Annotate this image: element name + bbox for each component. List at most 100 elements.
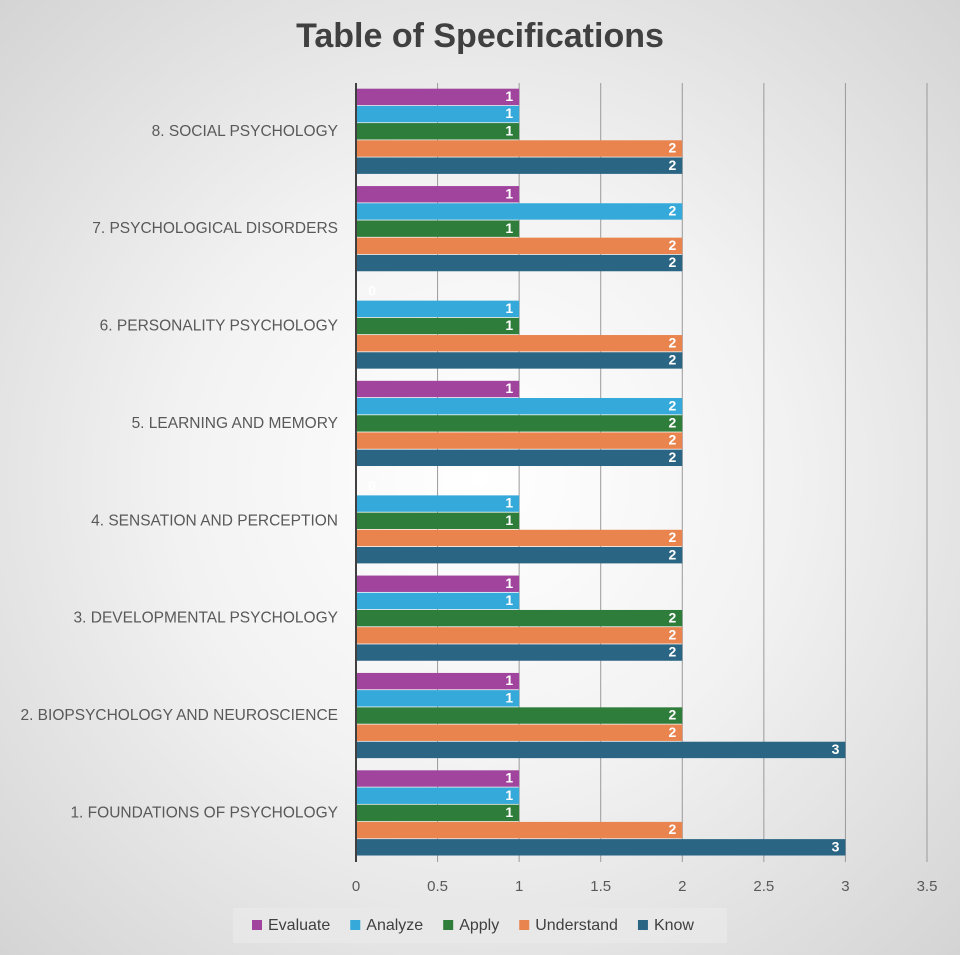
bar <box>356 432 683 449</box>
data-label: 1 <box>505 787 513 803</box>
legend-label: Analyze <box>366 917 423 934</box>
bar <box>356 186 520 203</box>
chart-title: Table of Specifications <box>296 17 664 55</box>
legend-swatch <box>443 920 454 930</box>
bar <box>356 804 520 822</box>
bar <box>356 449 683 467</box>
data-label: 3 <box>832 838 840 854</box>
x-tick-label: 1 <box>515 878 523 895</box>
data-label: 2 <box>668 626 676 642</box>
y-tick-label: 1. FOUNDATIONS OF PSYCHOLOGY <box>70 804 338 821</box>
bar <box>356 529 683 547</box>
data-label: 1 <box>505 185 513 201</box>
bar <box>356 380 520 398</box>
data-label: 2 <box>668 203 676 219</box>
data-label: 1 <box>505 575 513 591</box>
x-tick-label: 3 <box>841 878 849 895</box>
bar <box>356 609 683 627</box>
bar <box>356 203 683 220</box>
data-label: 1 <box>505 512 513 528</box>
data-label: 1 <box>505 105 513 121</box>
x-tick-label: 0.5 <box>427 878 448 895</box>
data-label: 1 <box>505 88 513 104</box>
bar <box>356 254 683 272</box>
legend-swatch <box>252 920 262 930</box>
data-label: 3 <box>832 741 840 757</box>
y-tick-label: 8. SOCIAL PSYCHOLOGY <box>152 123 338 140</box>
bar <box>356 105 520 123</box>
data-label: 2 <box>668 609 676 625</box>
bar <box>356 300 520 318</box>
bar <box>356 724 683 741</box>
x-tick-label: 1.5 <box>590 878 611 895</box>
y-tick-label: 5. LEARNING AND MEMORY <box>132 415 338 432</box>
bar <box>356 787 520 804</box>
data-label: 2 <box>668 707 676 723</box>
y-tick-label: 6. PERSONALITY PSYCHOLOGY <box>100 318 338 335</box>
data-label: 2 <box>668 724 676 740</box>
bar <box>356 546 683 564</box>
bar <box>356 512 520 529</box>
data-label: 2 <box>668 821 676 837</box>
data-label: 1 <box>505 495 513 511</box>
data-label: 2 <box>668 415 676 431</box>
y-tick-label: 7. PSYCHOLOGICAL DISORDERS <box>92 220 338 237</box>
data-label: 1 <box>505 689 513 705</box>
bar <box>356 88 520 106</box>
bar <box>356 495 520 512</box>
data-label: 1 <box>505 300 513 316</box>
data-label: 2 <box>668 529 676 545</box>
data-label: 0 <box>368 283 376 299</box>
data-label: 1 <box>505 592 513 608</box>
data-label: 2 <box>668 644 676 660</box>
data-label: 2 <box>668 157 676 173</box>
legend-swatch <box>350 920 361 930</box>
bar <box>356 821 683 839</box>
y-tick-label: 2. BIOPSYCHOLOGY AND NEUROSCIENCE <box>20 707 338 724</box>
bar <box>356 220 520 237</box>
legend-swatch <box>637 920 648 930</box>
bar <box>356 770 520 787</box>
data-label: 1 <box>505 122 513 138</box>
data-label: 2 <box>668 397 676 413</box>
bar <box>356 672 520 690</box>
legend-label: Apply <box>459 917 499 934</box>
bar <box>356 741 846 759</box>
data-label: 1 <box>505 804 513 820</box>
data-label: 2 <box>668 140 676 156</box>
bar <box>356 237 683 255</box>
data-label: 2 <box>668 449 676 465</box>
bar <box>356 140 683 157</box>
bar <box>356 317 520 335</box>
bar <box>356 575 520 592</box>
bar <box>356 415 683 432</box>
data-label: 1 <box>505 220 513 236</box>
bar <box>356 839 846 856</box>
data-label: 2 <box>668 352 676 368</box>
data-label: 2 <box>668 334 676 350</box>
bar <box>356 398 683 415</box>
bar <box>356 123 520 140</box>
y-tick-label: 4. SENSATION AND PERCEPTION <box>91 512 338 529</box>
x-tick-label: 2 <box>678 878 686 895</box>
bar <box>356 335 683 352</box>
data-label: 1 <box>505 770 513 786</box>
bar <box>356 644 683 661</box>
data-label: 1 <box>505 317 513 333</box>
legend-label: Understand <box>535 917 618 934</box>
legend-label: Know <box>654 917 694 934</box>
bar <box>356 707 683 724</box>
data-label: 2 <box>668 432 676 448</box>
x-tick-label: 2.5 <box>753 878 774 895</box>
bar <box>356 627 683 644</box>
data-label: 0 <box>368 477 376 493</box>
data-label: 2 <box>668 254 676 270</box>
legend-label: Evaluate <box>268 917 330 934</box>
bar <box>356 157 683 174</box>
bar <box>356 352 683 369</box>
bar <box>356 690 520 707</box>
data-label: 1 <box>505 672 513 688</box>
x-tick-label: 3.5 <box>917 878 938 895</box>
data-label: 1 <box>505 380 513 396</box>
